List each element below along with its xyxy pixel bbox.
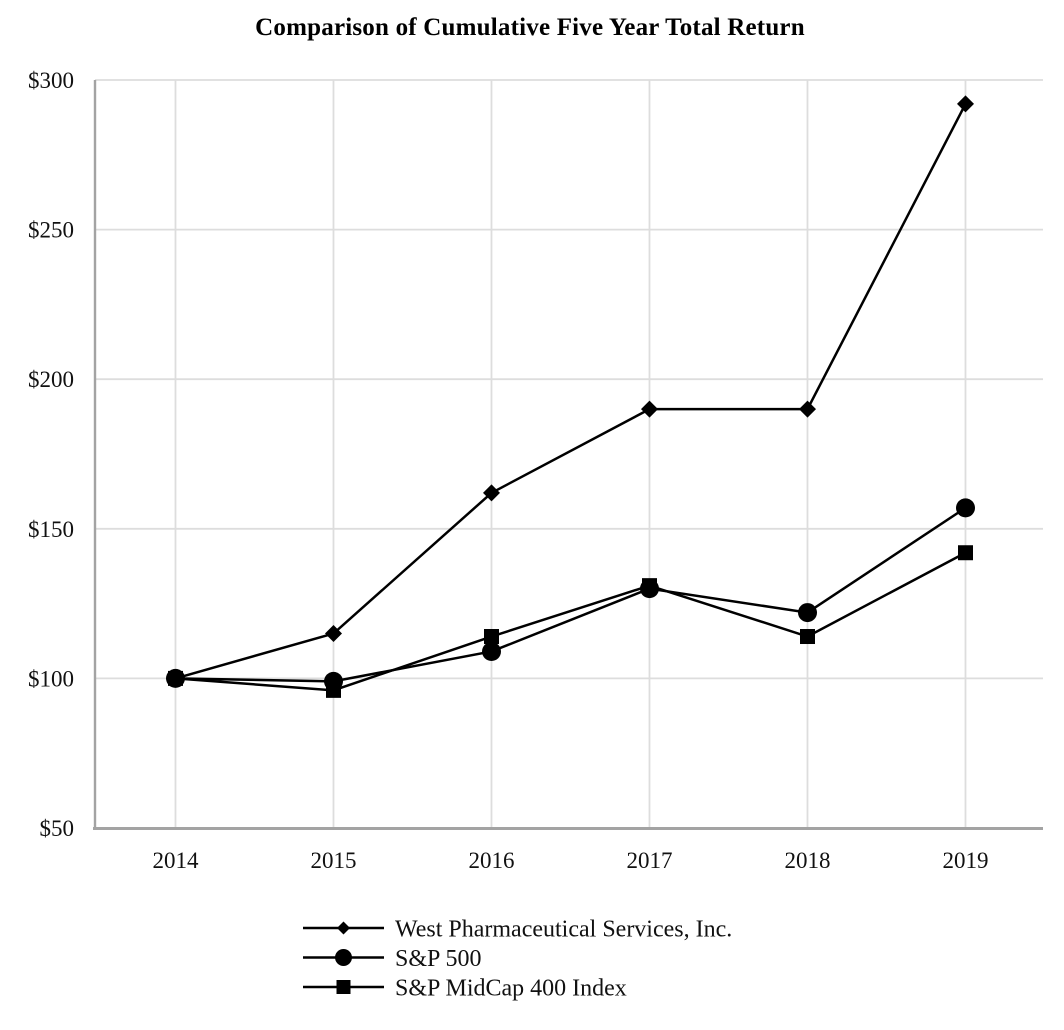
x-tick-label: 2017 [627, 848, 673, 873]
marker-square [642, 578, 657, 594]
legend-marker-square [336, 980, 351, 994]
legend-label: S&P 500 [395, 946, 481, 972]
marker-square [168, 670, 183, 686]
legend-marker-diamond [337, 921, 350, 935]
y-tick-label: $100 [28, 666, 74, 691]
y-tick-label: $300 [28, 68, 74, 93]
y-tick-label: $50 [40, 816, 75, 841]
series-line [175, 506, 967, 683]
marker-circle [956, 498, 975, 518]
x-tick-label: 2016 [469, 848, 515, 873]
y-tick-label: $250 [28, 218, 74, 243]
legend-marker-circle [335, 949, 352, 966]
series-line [175, 103, 967, 680]
x-tick-label: 2015 [311, 848, 357, 873]
x-tick-label: 2019 [943, 848, 989, 873]
marker-diamond [325, 625, 342, 643]
marker-diamond [957, 95, 974, 113]
marker-square [800, 629, 815, 645]
x-tick-label: 2014 [153, 848, 200, 873]
marker-square [484, 629, 499, 645]
y-tick-label: $150 [28, 517, 74, 542]
marker-circle [482, 641, 501, 661]
marker-circle [798, 603, 817, 623]
marker-square [326, 682, 341, 698]
marker-diamond [483, 484, 500, 502]
x-tick-label: 2018 [785, 848, 831, 873]
legend-label: West Pharmaceutical Services, Inc. [395, 917, 732, 943]
chart-title: Comparison of Cumulative Five Year Total… [255, 14, 805, 41]
series-line [175, 551, 967, 692]
y-tick-label: $200 [28, 367, 74, 392]
marker-square [958, 545, 973, 561]
marker-diamond [799, 400, 816, 418]
legend-label: S&P MidCap 400 Index [395, 976, 627, 1002]
marker-diamond [641, 400, 658, 418]
